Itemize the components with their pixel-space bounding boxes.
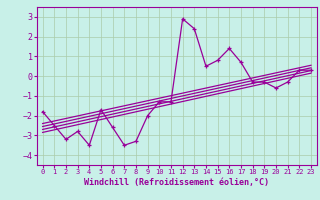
X-axis label: Windchill (Refroidissement éolien,°C): Windchill (Refroidissement éolien,°C)	[84, 178, 269, 187]
